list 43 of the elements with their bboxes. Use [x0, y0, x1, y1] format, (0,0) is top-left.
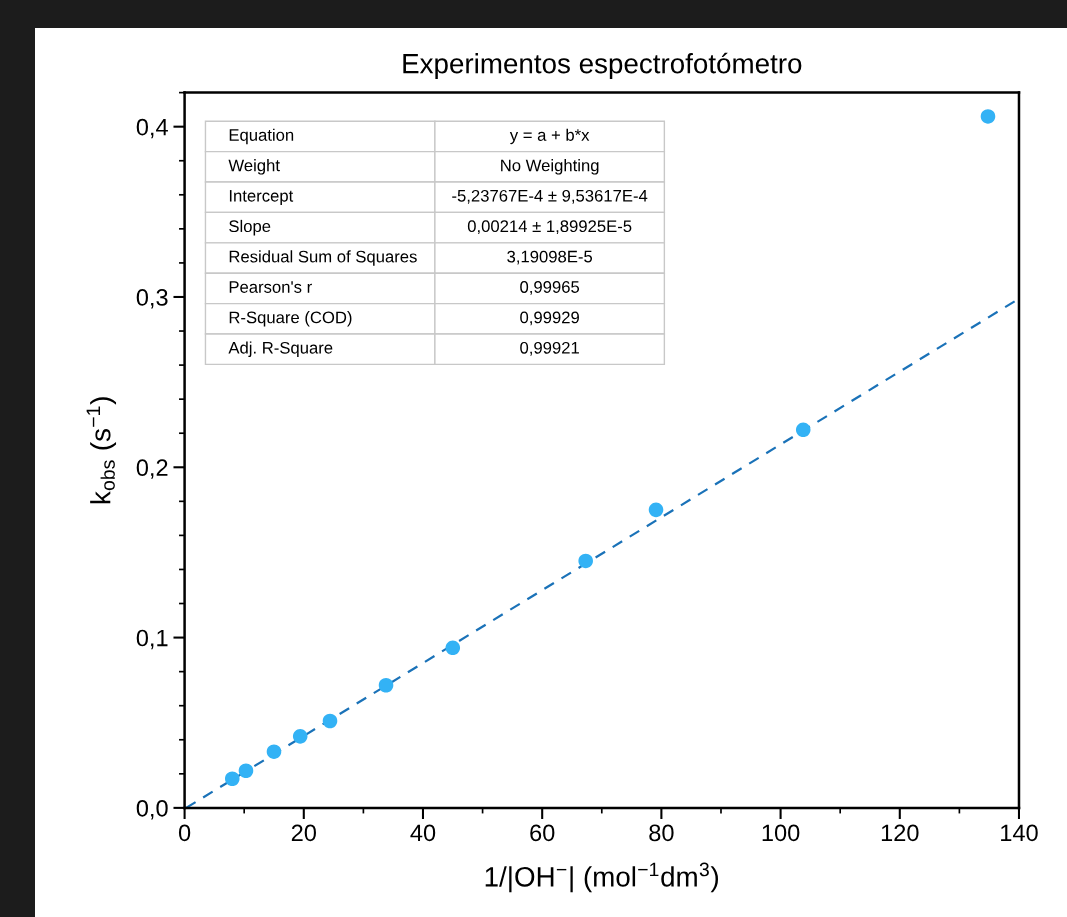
point [445, 640, 461, 656]
annotation: Intercept [229, 190, 294, 205]
x-tick-label: 100 [762, 824, 800, 842]
point [238, 763, 254, 779]
x-tick-label: 20 [291, 824, 316, 842]
annotation: -5,23767E-4 ± 9,53617E-4 [452, 189, 648, 204]
point [980, 109, 996, 124]
x-tick-label: 0 [178, 824, 191, 842]
point [648, 502, 664, 518]
point [578, 553, 593, 569]
annotation: 0,99921 [520, 341, 579, 356]
annotation: No Weighting [501, 159, 599, 175]
point [224, 771, 240, 787]
annotation: Pearson's r [229, 281, 312, 293]
y-axis-title: k$_{obs}$ (s$^{−1}$) [86, 397, 117, 504]
y-tick-label: 0,2 [136, 459, 168, 479]
annotation: 0,99965 [520, 281, 580, 295]
y-tick-label: 0,0 [136, 799, 168, 820]
annotation: 0,00214 ± 1,89925E-5 [467, 220, 632, 235]
annotation: 0,99929 [520, 311, 579, 326]
point [322, 713, 338, 729]
annotation: Slope [229, 219, 271, 236]
point [266, 744, 282, 759]
annotation: y = a + b*x [509, 128, 590, 145]
x-tick-label: 60 [530, 824, 555, 842]
y-tick-label: 0,1 [136, 629, 168, 650]
point [795, 422, 811, 438]
annotation: Residual Sum of Squares [229, 250, 417, 266]
x-tick-label: 140 [1001, 824, 1038, 842]
x-tick-label: 80 [649, 824, 674, 842]
point [378, 677, 394, 693]
y-tick-label: 0,4 [136, 118, 168, 139]
point [292, 729, 308, 744]
y-tick-label: 0,3 [136, 289, 168, 309]
annotation: Equation [229, 128, 294, 145]
annotation: 3,19098E-5 [507, 250, 593, 265]
annotation: Adj. R-Square [228, 341, 333, 357]
x-axis-title: 1/|OH$^{−}$| (mol$^{−1}$dm$^{3}$) [485, 862, 719, 893]
annotation: R-Square (COD) [229, 311, 352, 327]
chart-title: Experimentos espectrofotómetro [403, 52, 802, 79]
x-tick-label: 40 [410, 824, 436, 842]
annotation: Weight [228, 159, 280, 175]
x-tick-label: 120 [881, 824, 919, 842]
